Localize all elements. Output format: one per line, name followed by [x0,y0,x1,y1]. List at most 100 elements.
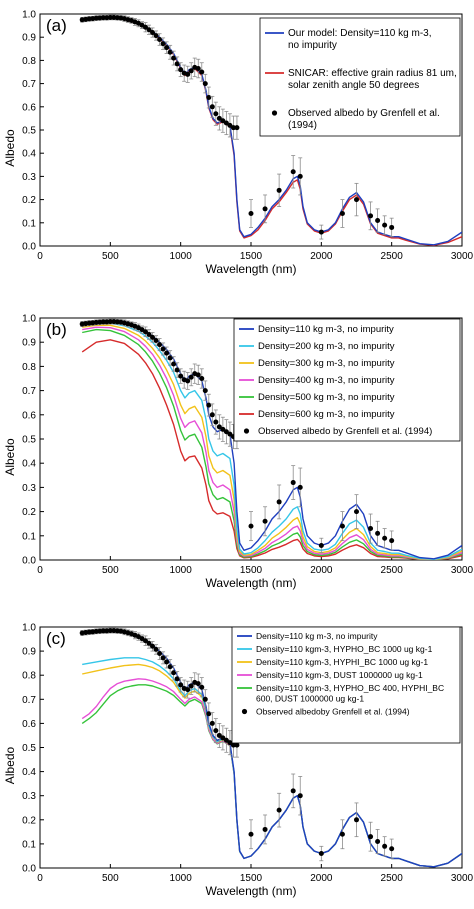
y-tick-label: 0.8 [22,362,36,373]
observed-point [248,211,254,217]
observed-point [213,728,219,734]
y-tick-label: 0.6 [22,719,36,730]
observed-point [339,831,345,837]
observed-point [276,807,282,813]
observed-point [375,217,381,223]
legend-entry-5: Density=110 kgm-3, HYPHO_BC 400, HYPHI_B… [256,683,444,704]
observed-point [339,211,345,217]
y-tick-label: 0.8 [22,671,36,682]
series-group [81,320,462,560]
observed-point [382,535,388,541]
observed-point [107,628,113,634]
observed-point [164,350,170,356]
y-tick-label: 0.1 [22,218,36,229]
y-tick-label: 0.7 [22,386,36,397]
observed-point [368,213,374,219]
observed-point [206,711,212,717]
observed-point [188,374,194,380]
observed-point [146,640,152,646]
observed-point [100,15,106,21]
x-tick-label: 3000 [451,565,474,576]
x-tick-label: 2500 [381,873,404,884]
observed-point [389,846,395,852]
x-tick-label: 0 [37,251,43,262]
series-line-2 [82,322,462,560]
observed-point [107,319,113,325]
x-tick-label: 2500 [381,565,404,576]
y-tick-label: 0.7 [22,79,36,90]
x-tick-label: 500 [102,565,119,576]
y-tick-label: 0.0 [22,242,36,253]
legend-box [233,318,461,442]
observed-point [143,329,148,335]
observed-point [354,817,359,823]
y-tick-label: 1.0 [22,314,36,325]
x-tick-label: 1000 [170,565,193,576]
chart-panel-c: 0.0 0.1 0.2 0.3 0.4 0.5 0.6 0.7 0.8 0.9 1.0 0 500 100… [3,623,474,899]
observed-point [227,122,233,128]
x-tick-label: 500 [102,873,119,884]
observed-point [174,676,180,682]
observed-point [171,670,177,676]
observed-point [220,426,226,432]
legend-entry-3: Density=300 kg m-3, no impurity [258,358,395,369]
observed-point [164,659,170,665]
x-tick-label: 1500 [240,251,263,262]
x-tick-label: 1500 [240,873,263,884]
observed-point [157,651,163,657]
x-axis-label: Wavelength (nm) [206,576,297,590]
legend-swatch-observed [241,708,248,715]
observed-point [368,526,374,532]
observed-point [276,187,282,193]
observed-point [143,24,148,30]
observed-point [199,684,205,690]
observed-point [297,484,303,490]
legend-entry-2: Density=200 kg m-3, no impurity [258,341,395,352]
y-tick-label: 0.8 [22,56,36,67]
observed-point [188,683,194,689]
observed-point [150,643,156,649]
y-axis-label: Albedo [3,746,17,784]
y-tick-label: 0.9 [22,647,36,658]
observed-point [213,111,219,117]
series-group [81,629,462,868]
legend: Our model: Density=110 kg m-3, no impurit… [259,17,461,137]
observed-point [262,826,268,832]
observed-point [167,664,173,670]
panel-label: (c) [46,629,66,648]
observed-point [209,720,215,726]
observed-point [153,338,159,344]
observed-point [160,346,166,352]
chart-panel-b: 0.0 0.1 0.2 0.3 0.4 0.5 0.6 0.7 0.8 0.9 1.0 0 500 100… [3,314,474,591]
y-tick-label: 0.9 [22,338,36,349]
observed-points [79,14,395,240]
legend-entry-2: SNICAR: effective grain radius 81 um, sol… [288,68,457,91]
panel-label: (a) [46,16,67,35]
observed-point [248,523,254,529]
x-tick-label: 3000 [451,251,474,262]
observed-point [368,834,374,840]
x-tick-label: 1000 [170,873,193,884]
x-tick-label: 2000 [310,873,333,884]
x-tick-label: 1500 [240,565,263,576]
observed-point [199,69,205,75]
observed-point [178,682,184,688]
observed-point [178,373,184,379]
observed-point [389,538,395,544]
observed-point [150,30,156,36]
legend-entry-2: Density=110 kgm-3, HYPHO_BC 1000 ug kg-1 [256,644,433,654]
y-tick-label: 0.4 [22,149,36,160]
observed-point [262,518,268,524]
observed-point [318,851,324,857]
observed-point [185,687,191,693]
observed-point [209,104,215,110]
observed-point [354,509,359,515]
observed-point [146,27,152,33]
observed-point [174,367,180,373]
y-tick-label: 0.6 [22,102,36,113]
observed-point [223,737,229,743]
observed-point [100,628,106,634]
observed-point [199,376,205,381]
observed-point [157,342,163,348]
observed-point [234,742,240,748]
